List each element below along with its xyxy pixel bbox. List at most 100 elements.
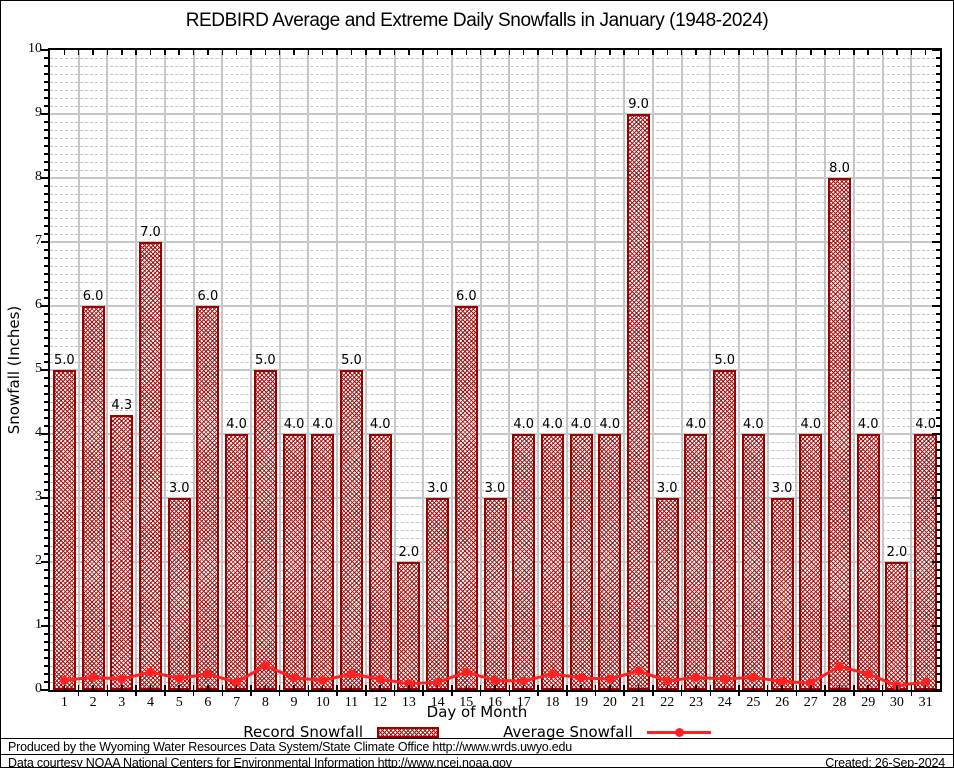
bar-day-14 xyxy=(426,498,450,690)
x-tick-below-axis xyxy=(393,692,396,696)
x-tick-bottom xyxy=(594,685,597,690)
y-tick-left xyxy=(44,601,48,603)
y-tick-left xyxy=(44,129,48,131)
y-tick-left xyxy=(44,249,48,251)
y-tick-right xyxy=(936,289,940,291)
gridline-vertical xyxy=(77,50,80,690)
gridline-minor xyxy=(50,322,940,323)
x-tick-bottom xyxy=(63,685,66,690)
bar-value-label: 7.0 xyxy=(140,225,161,240)
x-axis-tick-label: 6 xyxy=(204,695,212,710)
gridline-vertical xyxy=(249,50,252,690)
x-tick-top xyxy=(221,50,223,55)
x-axis-tick-label: 4 xyxy=(146,695,154,710)
x-tick-bottom xyxy=(609,685,611,690)
y-axis-tick-label: 8 xyxy=(35,169,42,184)
y-tick-left xyxy=(44,441,48,443)
x-tick-bottom xyxy=(537,685,539,690)
y-tick-right xyxy=(932,113,940,115)
x-tick-bottom xyxy=(810,685,812,690)
x-axis-tick-label: 8 xyxy=(261,695,269,710)
x-tick-top xyxy=(810,50,812,55)
y-tick-right xyxy=(936,633,940,635)
x-tick-bottom xyxy=(321,685,324,690)
x-axis-tick-label: 23 xyxy=(688,695,703,710)
y-tick-right xyxy=(936,505,940,507)
bar-value-label: 9.0 xyxy=(628,97,649,112)
x-tick-top xyxy=(321,50,324,55)
y-tick-right xyxy=(936,273,940,275)
x-tick-below-axis xyxy=(652,692,654,696)
x-tick-below-axis xyxy=(881,692,884,696)
x-tick-top xyxy=(436,50,439,55)
gridline-minor xyxy=(50,122,940,123)
y-tick-right xyxy=(936,473,940,475)
x-tick-below-axis xyxy=(566,692,568,696)
x-tick-below-axis xyxy=(853,692,855,696)
x-tick-bottom xyxy=(580,685,582,690)
x-tick-bottom xyxy=(838,685,841,690)
record-snowfall-swatch xyxy=(377,726,440,738)
y-tick-right xyxy=(936,105,940,107)
footer-data-courtesy: Data courtesy NOAA National Centers for … xyxy=(8,756,512,768)
y-tick-right xyxy=(936,513,940,515)
y-tick-left xyxy=(44,505,48,507)
x-tick-bottom xyxy=(494,685,496,690)
x-tick-bottom xyxy=(652,685,654,690)
x-tick-below-axis xyxy=(824,692,826,696)
y-tick-left xyxy=(44,361,48,363)
y-tick-left xyxy=(44,401,48,403)
x-tick-below-axis xyxy=(680,692,683,696)
y-tick-left xyxy=(41,177,48,179)
x-tick-below-axis xyxy=(479,692,482,696)
gridline-vertical xyxy=(537,50,540,690)
y-tick-right xyxy=(936,601,940,603)
y-tick-right xyxy=(932,177,940,179)
y-tick-left xyxy=(44,409,48,411)
y-tick-right xyxy=(936,161,940,163)
x-tick-bottom xyxy=(178,685,180,690)
y-tick-right xyxy=(936,377,940,379)
x-tick-bottom xyxy=(479,685,482,690)
y-tick-right xyxy=(936,217,940,219)
x-tick-bottom xyxy=(680,685,683,690)
gridline-vertical xyxy=(651,50,654,690)
x-tick-below-axis xyxy=(623,692,625,696)
gridline-minor xyxy=(50,226,940,227)
x-tick-top xyxy=(336,50,338,55)
y-tick-left xyxy=(44,545,48,547)
x-tick-bottom xyxy=(795,685,798,690)
bar-value-label: 2.0 xyxy=(886,545,908,560)
legend: Record Snowfall Average Snowfall xyxy=(1,723,953,741)
x-axis-tick-label: 16 xyxy=(488,695,502,710)
bar-day-3 xyxy=(110,414,134,690)
bar-value-label: 5.0 xyxy=(714,353,736,368)
gridline-minor xyxy=(50,98,940,99)
x-tick-bottom xyxy=(106,685,109,690)
gridline-minor xyxy=(50,90,940,91)
average-point-day-29 xyxy=(863,669,873,679)
gridline-vertical xyxy=(278,50,281,690)
gridline-minor xyxy=(50,282,940,283)
y-tick-left xyxy=(44,65,48,67)
y-tick-left xyxy=(44,201,48,203)
y-axis-tick-label: 5 xyxy=(35,361,42,376)
y-tick-left xyxy=(44,569,48,571)
gridline-minor xyxy=(50,466,940,467)
x-tick-top xyxy=(393,50,396,55)
bar-value-label: 8.0 xyxy=(829,161,850,176)
gridline-vertical xyxy=(766,50,769,690)
gridline-vertical xyxy=(393,50,396,690)
y-tick-right xyxy=(936,673,940,675)
y-tick-left xyxy=(44,289,48,291)
x-tick-top xyxy=(924,50,927,55)
bar-day-19 xyxy=(569,434,593,690)
x-tick-bottom xyxy=(264,685,267,690)
average-point-day-4 xyxy=(145,667,155,677)
x-tick-top xyxy=(766,50,769,55)
bar-value-label: 4.0 xyxy=(915,417,936,432)
y-tick-left xyxy=(44,617,48,619)
gridline-minor xyxy=(50,314,940,315)
y-tick-left xyxy=(44,417,48,419)
bar-day-30 xyxy=(885,562,909,690)
